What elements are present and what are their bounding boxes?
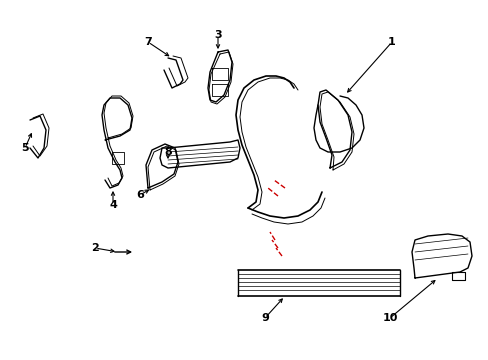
Text: 8: 8: [164, 147, 171, 157]
Text: 6: 6: [136, 190, 143, 200]
Text: 3: 3: [214, 30, 222, 40]
Text: 2: 2: [91, 243, 99, 253]
Text: 7: 7: [144, 37, 152, 47]
Text: 9: 9: [261, 313, 268, 323]
Text: 4: 4: [109, 200, 117, 210]
Text: 10: 10: [382, 313, 397, 323]
Text: 5: 5: [21, 143, 29, 153]
Text: 1: 1: [387, 37, 395, 47]
